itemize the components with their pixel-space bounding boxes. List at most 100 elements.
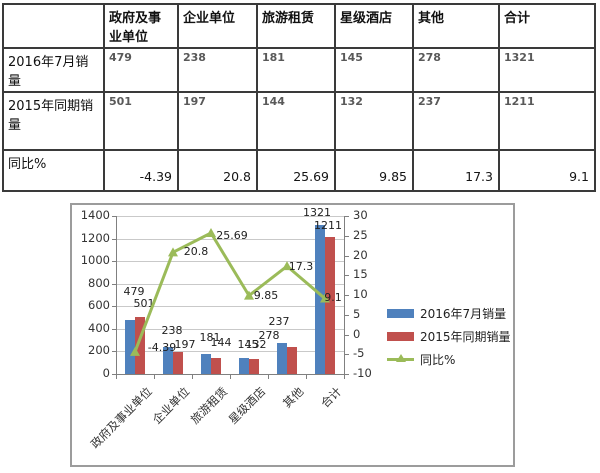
- x-axis-tick: [154, 375, 155, 379]
- primary-axis-tick: [112, 216, 116, 217]
- line-label-yoy: 20.8: [183, 245, 209, 259]
- bar-2015: [249, 359, 259, 374]
- x-axis-tick: [306, 375, 307, 379]
- x-axis-tick: [116, 375, 117, 379]
- table-header-cell: [2, 3, 105, 49]
- legend-swatch-bar: [387, 308, 414, 318]
- x-axis: [116, 374, 345, 375]
- legend-label: 2016年7月销量: [420, 306, 507, 321]
- legend-label: 同比%: [420, 352, 456, 367]
- table-row-label: 同比%: [2, 149, 105, 192]
- secondary-axis-tick: [345, 354, 349, 356]
- table-header-cell: 政府及事业单位: [103, 3, 179, 49]
- table-header-cell: 其他: [412, 3, 500, 49]
- triangle-marker: [206, 228, 216, 238]
- legend-item: 2015年同期销量: [387, 329, 511, 344]
- bar-2015: [287, 347, 297, 374]
- x-axis-tick: [230, 375, 231, 379]
- secondary-axis-tick: [345, 334, 349, 336]
- table-cell: 25.69: [256, 149, 336, 192]
- table-row-label: 2016年7月销量: [2, 47, 105, 93]
- primary-axis-tick-label: 600: [88, 298, 110, 313]
- line-label-yoy: 9.1: [324, 290, 342, 304]
- bar-2015: [325, 237, 335, 374]
- bar-label-2015: 197: [174, 337, 196, 351]
- gridline: [116, 283, 344, 285]
- table-cell: 278: [412, 47, 500, 93]
- chart: 0 200 400 600 800 1000 1200 1400 -10 -5 0 5 10 15 20 25…: [70, 203, 515, 467]
- bar-label-2016: 278: [258, 328, 280, 342]
- table-row: 2015年同期销量 501 197 144 132 237 1211: [2, 91, 596, 151]
- bar-label-2015: 132: [245, 338, 267, 352]
- table-cell: 144: [256, 91, 336, 151]
- category-label: 政府及事业单位: [87, 384, 155, 452]
- line-label-yoy: -4.39: [147, 340, 177, 354]
- primary-axis-tick: [112, 351, 116, 353]
- secondary-axis-tick-label: 0: [353, 326, 361, 341]
- bar-2016: [163, 347, 173, 374]
- bar-label-2016: 479: [123, 284, 145, 298]
- gridline: [116, 328, 344, 330]
- line-label-yoy: 9.85: [253, 288, 279, 302]
- bar-2015: [173, 351, 183, 374]
- primary-axis-tick-label: 1000: [80, 253, 110, 268]
- triangle-marker: [168, 247, 178, 257]
- secondary-axis-tick: [345, 216, 349, 217]
- table-header-cell: 合计: [498, 3, 596, 49]
- secondary-axis-tick: [345, 235, 349, 237]
- bar-label-2016: 238: [161, 324, 183, 338]
- primary-axis-tick: [112, 238, 116, 240]
- table-cell: 9.85: [334, 149, 414, 192]
- table-cell: 237: [412, 91, 500, 151]
- table-cell: 181: [256, 47, 336, 93]
- secondary-axis-tick-label: 15: [353, 267, 368, 282]
- bar-2016: [315, 224, 325, 374]
- bar-label-2016: 1321: [303, 205, 331, 219]
- primary-axis-tick: [112, 374, 116, 375]
- bar-label-2015: 237: [268, 315, 290, 329]
- yoy-line: [133, 231, 326, 353]
- primary-axis-tick-label: 1400: [80, 208, 110, 222]
- triangle-marker: [130, 346, 140, 356]
- secondary-axis-tick-label: -10: [353, 366, 372, 380]
- secondary-axis-tick: [345, 255, 349, 257]
- primary-axis-tick: [112, 261, 116, 263]
- primary-y-axis: [116, 216, 117, 374]
- secondary-y-axis: [344, 216, 345, 374]
- secondary-axis-tick-label: 20: [353, 247, 368, 262]
- bar-2016: [277, 342, 287, 374]
- bar-2016: [201, 353, 211, 374]
- secondary-axis-tick: [345, 374, 349, 375]
- category-label: 星级酒店: [225, 384, 269, 427]
- gridline: [116, 351, 344, 353]
- bar-2016: [239, 357, 249, 374]
- primary-axis-tick-label: 800: [88, 275, 110, 290]
- category-label: 合计: [318, 384, 345, 411]
- table-cell: 1211: [498, 91, 596, 151]
- category-label: 企业单位: [149, 384, 193, 427]
- x-axis-tick: [192, 375, 193, 379]
- primary-axis-tick-label: 200: [88, 343, 110, 358]
- secondary-axis-tick-label: 10: [353, 287, 368, 301]
- table-row-label: 2015年同期销量: [2, 91, 105, 151]
- secondary-axis-tick-label: 30: [353, 208, 368, 222]
- table-cell: 17.3: [412, 149, 500, 192]
- primary-axis-tick-label: 0: [102, 366, 110, 380]
- secondary-axis-tick-label: 5: [353, 306, 361, 321]
- table-header-cell: 星级酒店: [334, 3, 414, 49]
- yoy-line-series: [130, 228, 330, 356]
- secondary-axis-tick: [345, 275, 349, 277]
- primary-axis-tick: [112, 328, 116, 330]
- table-header-row: 政府及事业单位 企业单位 旅游租赁 星级酒店 其他 合计: [2, 3, 596, 49]
- legend-item: 同比%: [387, 352, 456, 367]
- table-cell: 1321: [498, 47, 596, 93]
- gridline: [116, 216, 344, 217]
- secondary-axis-tick-label: -5: [353, 346, 365, 361]
- x-axis-tick: [344, 375, 345, 379]
- table-cell: 238: [177, 47, 258, 93]
- primary-axis-tick: [112, 283, 116, 285]
- bar-label-2015: 144: [210, 335, 232, 349]
- category-label: 其他: [280, 384, 307, 411]
- line-label-yoy: 25.69: [216, 229, 248, 243]
